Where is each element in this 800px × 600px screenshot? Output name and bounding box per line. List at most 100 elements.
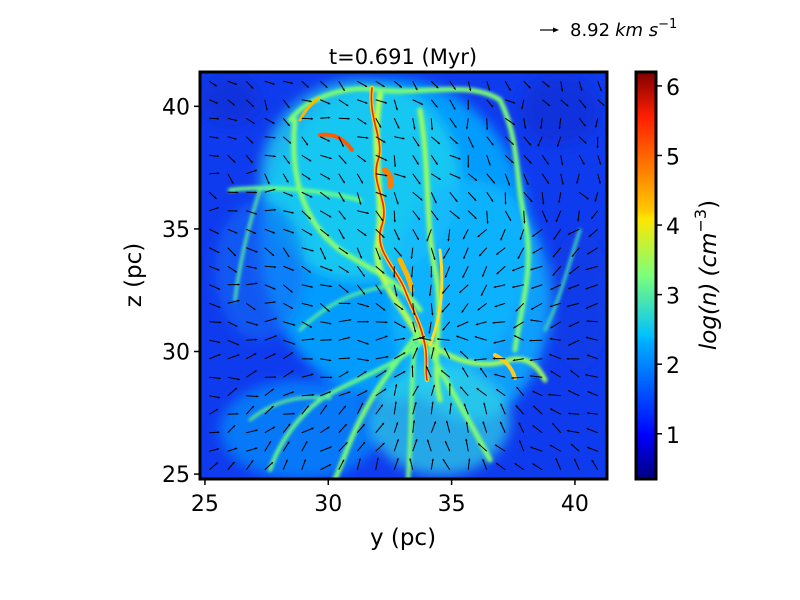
velocity-arrow xyxy=(436,338,450,341)
velocity-arrow-head xyxy=(549,337,552,341)
velocity-arrow-head xyxy=(463,256,466,259)
velocity-arrow-head xyxy=(305,441,308,444)
velocity-arrow-head xyxy=(250,140,253,144)
velocity-arrow-head xyxy=(585,268,588,271)
velocity-arrow-head xyxy=(362,274,365,277)
velocity-arrow xyxy=(375,356,389,360)
velocity-arrow-head xyxy=(253,353,257,356)
velocity-arrow-head xyxy=(386,355,389,359)
velocity-arrow-head xyxy=(444,347,447,351)
velocity-arrow-head xyxy=(254,266,257,270)
velocity-arrow-head xyxy=(517,256,520,259)
velocity-arrow-head xyxy=(271,406,274,409)
velocity-arrow-head xyxy=(379,125,382,128)
velocity-arrow-head xyxy=(417,143,420,147)
velocity-arrow-head xyxy=(516,386,519,390)
velocity-arrow-head xyxy=(384,194,387,197)
velocity-arrow-head xyxy=(529,339,532,342)
velocity-arrow-head xyxy=(413,127,416,130)
colorbar-tick-label: 4 xyxy=(666,215,680,240)
velocity-arrow-head xyxy=(366,320,369,323)
velocity-arrow-head xyxy=(382,271,385,274)
velocity-arrow-head xyxy=(395,294,398,297)
velocity-arrow-head xyxy=(545,219,548,223)
y-axis-label: z (pc) xyxy=(121,243,147,308)
velocity-arrow-head xyxy=(216,117,219,120)
velocity-arrow-head xyxy=(362,292,365,295)
velocity-arrow-head xyxy=(345,103,349,107)
velocity-arrow-head xyxy=(467,107,470,110)
velocity-arrow-head xyxy=(273,208,276,211)
velocity-arrow-head xyxy=(328,464,332,467)
velocity-arrow-head xyxy=(311,427,314,430)
velocity-arrow-head xyxy=(309,100,312,103)
velocity-arrow-head xyxy=(310,304,313,307)
velocity-arrow-head xyxy=(345,442,348,445)
velocity-arrow xyxy=(430,401,434,415)
velocity-arrow-head xyxy=(308,159,312,162)
velocity-arrow-head xyxy=(329,446,332,449)
velocity-arrow-head xyxy=(414,402,417,405)
velocity-arrow-head xyxy=(500,237,503,241)
velocity-arrow xyxy=(551,422,562,434)
velocity-arrow-head xyxy=(291,231,294,234)
velocity-arrow xyxy=(523,191,533,203)
velocity-arrow-head xyxy=(482,421,485,424)
velocity-arrow-head xyxy=(530,307,534,310)
velocity-arrow-head xyxy=(384,370,387,373)
colorbar-frame xyxy=(634,70,658,481)
velocity-arrow-head xyxy=(500,403,503,406)
velocity-arrow-head xyxy=(287,105,290,108)
velocity-arrow-head xyxy=(233,160,236,163)
velocity-arrow-head xyxy=(345,371,349,374)
y-axis-ticks: 25 30 35 40 xyxy=(162,95,200,488)
velocity-arrow-head xyxy=(290,290,293,293)
velocity-arrow-head xyxy=(217,340,221,344)
velocity-arrow xyxy=(412,173,421,185)
velocity-arrow-head xyxy=(329,156,332,160)
velocity-arrow-head xyxy=(496,389,499,392)
velocity-arrow-head xyxy=(491,142,494,146)
velocity-arrow-head xyxy=(348,302,351,305)
velocity-arrow-head xyxy=(217,431,220,434)
velocity-arrow-head xyxy=(473,358,477,362)
velocity-arrow-head xyxy=(273,155,276,158)
velocity-arrow-head xyxy=(548,393,551,396)
velocity-arrow-head xyxy=(327,177,330,180)
velocity-arrow-head xyxy=(376,457,379,460)
velocity-arrow xyxy=(504,173,511,186)
velocity-arrow-head xyxy=(441,370,444,373)
quiver-key-unit-exp: −1 xyxy=(658,17,677,32)
velocity-arrow-head xyxy=(292,323,296,326)
velocity-arrow-head xyxy=(566,429,570,433)
dense-spine xyxy=(298,86,517,382)
velocity-arrow-head xyxy=(458,157,461,160)
velocity-arrow-head xyxy=(480,367,483,371)
velocity-arrow-head xyxy=(462,367,465,370)
velocity-arrow-head xyxy=(471,145,474,148)
velocity-arrow-head xyxy=(552,254,556,258)
velocity-arrow-head xyxy=(234,447,238,450)
velocity-arrow-head xyxy=(477,308,481,311)
velocity-arrow-head xyxy=(512,285,515,289)
velocity-arrow-head xyxy=(426,366,429,369)
velocity-arrow-head xyxy=(426,439,430,442)
velocity-arrow-head xyxy=(491,199,494,202)
velocity-arrow-head xyxy=(272,231,275,234)
velocity-arrow-head xyxy=(555,458,558,461)
velocity-arrow-head xyxy=(397,126,400,129)
velocity-arrow-head xyxy=(393,220,396,223)
velocity-arrow-head xyxy=(570,370,573,373)
colorbar-label-exp: −3 xyxy=(691,209,710,233)
velocity-arrow-head xyxy=(396,422,399,425)
velocity-arrow-head xyxy=(306,405,309,408)
velocity-arrow-head xyxy=(328,215,332,218)
velocity-arrow-head xyxy=(532,234,535,237)
velocity-arrow-head xyxy=(366,211,369,215)
velocity-arrow-head xyxy=(310,357,313,361)
velocity-arrow xyxy=(442,458,451,471)
velocity-arrow xyxy=(473,358,487,361)
colorbar-tick-label: 5 xyxy=(666,145,680,170)
velocity-arrow-head xyxy=(558,126,561,130)
velocity-arrow-head xyxy=(254,370,257,373)
